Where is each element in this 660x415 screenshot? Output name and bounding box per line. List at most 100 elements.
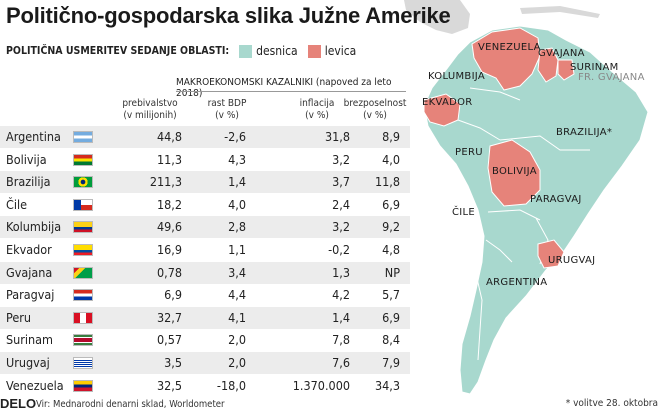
row-value: 3,7 xyxy=(332,174,350,190)
row-country-name: Brazilija xyxy=(6,174,51,190)
bolivija-shape xyxy=(487,139,541,207)
column-header-line: prebivalstvo xyxy=(122,98,178,109)
row-value: 32,5 xyxy=(156,377,182,393)
row-value: 4,8 xyxy=(382,242,400,257)
gvajana-shape xyxy=(537,47,559,83)
row-value: 9,2 xyxy=(382,219,400,235)
row-value: 1,4 xyxy=(332,309,350,325)
row-country-name: Kolumbija xyxy=(6,219,62,235)
map-label-paragvaj: PARAGVAJ xyxy=(530,194,582,205)
row-value: 4,3 xyxy=(228,151,246,167)
row-country-name: Urugvaj xyxy=(6,355,50,370)
table-row: Urugvaj 3,5 2,0 7,6 7,9 xyxy=(0,352,410,374)
table-row: Argentina 44,8 -2,6 31,8 8,9 xyxy=(0,126,410,148)
map-label-brazilija: BRAZILIJA* xyxy=(556,127,612,138)
map-label-cile: ČILE xyxy=(452,205,475,218)
map-label-urugvaj: URUGVAJ xyxy=(548,255,595,266)
row-value: 4,1 xyxy=(228,309,246,325)
row-value: 49,6 xyxy=(156,219,182,235)
map-label-venezuela: VENEZUELA xyxy=(478,42,541,53)
map-label-fr-gvajana: FR. GVAJANA xyxy=(578,72,645,83)
row-country-name: Peru xyxy=(6,309,32,325)
row-value: 4,0 xyxy=(228,196,246,212)
table-row: Bolivija 11,3 4,3 3,2 4,0 xyxy=(0,149,410,171)
column-header-inflation: inflacija (v %) xyxy=(282,98,352,122)
row-value: 31,8 xyxy=(324,129,350,144)
flag-icon xyxy=(73,176,93,189)
row-country-name: Ekvador xyxy=(6,242,52,257)
row-value: 0,78 xyxy=(156,264,182,280)
row-value: 3,2 xyxy=(332,151,350,167)
column-header-population: prebivalstvo (v milijonih) xyxy=(110,98,190,122)
flag-icon xyxy=(73,357,93,369)
row-value: 18,2 xyxy=(156,196,182,212)
column-header-unit: (v %) xyxy=(363,110,387,121)
row-value: 2,0 xyxy=(228,332,246,348)
row-country-name: Paragvaj xyxy=(6,287,55,303)
row-value: 1,1 xyxy=(228,242,246,257)
continent-base xyxy=(423,25,649,395)
column-header-unit: (v milijonih) xyxy=(123,110,177,121)
row-value: 3,5 xyxy=(164,355,182,370)
flag-icon xyxy=(73,289,93,302)
flag-icon xyxy=(73,153,93,166)
row-value: 7,8 xyxy=(332,332,350,348)
flag-icon xyxy=(73,266,93,279)
election-footnote: * volitve 28. oktobra xyxy=(565,398,658,409)
row-value: 1.370.000 xyxy=(292,377,350,393)
urugvaj-shape xyxy=(537,239,565,269)
row-value: 32,7 xyxy=(156,309,182,325)
row-value: 16,9 xyxy=(156,242,182,257)
map-label-argentina: ARGENTINA xyxy=(486,277,547,288)
row-value: 4,2 xyxy=(332,287,350,303)
flag-icon xyxy=(73,244,93,256)
legend-swatch-desnica xyxy=(239,44,253,58)
flag-icon xyxy=(73,311,93,324)
map-label-kolumbija: KOLUMBIJA xyxy=(428,71,485,82)
row-value: 4,0 xyxy=(382,151,400,167)
row-value: 2,0 xyxy=(228,355,246,370)
legend-label-levica: levica xyxy=(324,44,357,58)
column-header-unemployment: brezposelnost (v %) xyxy=(335,98,415,122)
table-row: Brazilija 211,3 1,4 3,7 11,8 xyxy=(0,171,410,194)
row-country-name: Bolivija xyxy=(6,151,47,167)
row-value: 3,2 xyxy=(332,219,350,235)
table-row: Venezuela 32,5 -18,0 1.370.000 34,3 xyxy=(0,375,410,397)
row-value: 7,9 xyxy=(382,355,400,370)
flag-icon xyxy=(73,221,93,234)
source-note: Vir: Mednarodni denarni sklad, Worldomet… xyxy=(36,399,225,410)
row-value: -0,2 xyxy=(328,242,350,257)
map-label-ekvador: EKVADOR xyxy=(422,97,473,108)
footer: DELO Vir: Mednarodni denarni sklad, Worl… xyxy=(0,394,660,415)
column-header-line: rast BDP xyxy=(207,98,247,109)
row-value: -2,6 xyxy=(224,129,246,144)
table-row: Kolumbija 49,6 2,8 3,2 9,2 xyxy=(0,216,410,239)
legend-label-desnica: desnica xyxy=(256,44,298,58)
venezuela-shape xyxy=(471,27,541,91)
row-value: 1,4 xyxy=(228,174,246,190)
row-value: 8,9 xyxy=(382,129,400,144)
row-value: -18,0 xyxy=(216,377,246,393)
row-country-name: Argentina xyxy=(6,129,61,144)
column-header-line: inflacija xyxy=(299,98,335,109)
row-value: 6,9 xyxy=(382,196,400,212)
row-country-name: Surinam xyxy=(6,332,53,348)
central-america-land xyxy=(404,0,470,34)
row-value: 2,4 xyxy=(332,196,350,212)
indicators-group-header: MAKROEKONOMSKI KAZALNIKI (napoved za let… xyxy=(176,77,392,99)
legend-caption: POLITIČNA USMERITEV SEDANJE OBLASTI: xyxy=(6,45,230,57)
flag-icon xyxy=(73,131,93,143)
row-value: 211,3 xyxy=(149,174,182,190)
row-value: 6,9 xyxy=(382,309,400,325)
ekvador-shape xyxy=(423,93,461,127)
table-row: Paragvaj 6,9 4,4 4,2 5,7 xyxy=(0,284,410,306)
political-legend: POLITIČNA USMERITEV SEDANJE OBLASTI: des… xyxy=(6,44,356,58)
row-value: 3,4 xyxy=(228,264,246,280)
flag-icon xyxy=(73,198,93,211)
map-label-bolivija: BOLIVIJA xyxy=(492,166,537,177)
row-country-name: Venezuela xyxy=(6,377,64,393)
row-value: 0,57 xyxy=(156,332,182,348)
flag-icon xyxy=(73,334,93,347)
row-value: 2,8 xyxy=(228,219,246,235)
